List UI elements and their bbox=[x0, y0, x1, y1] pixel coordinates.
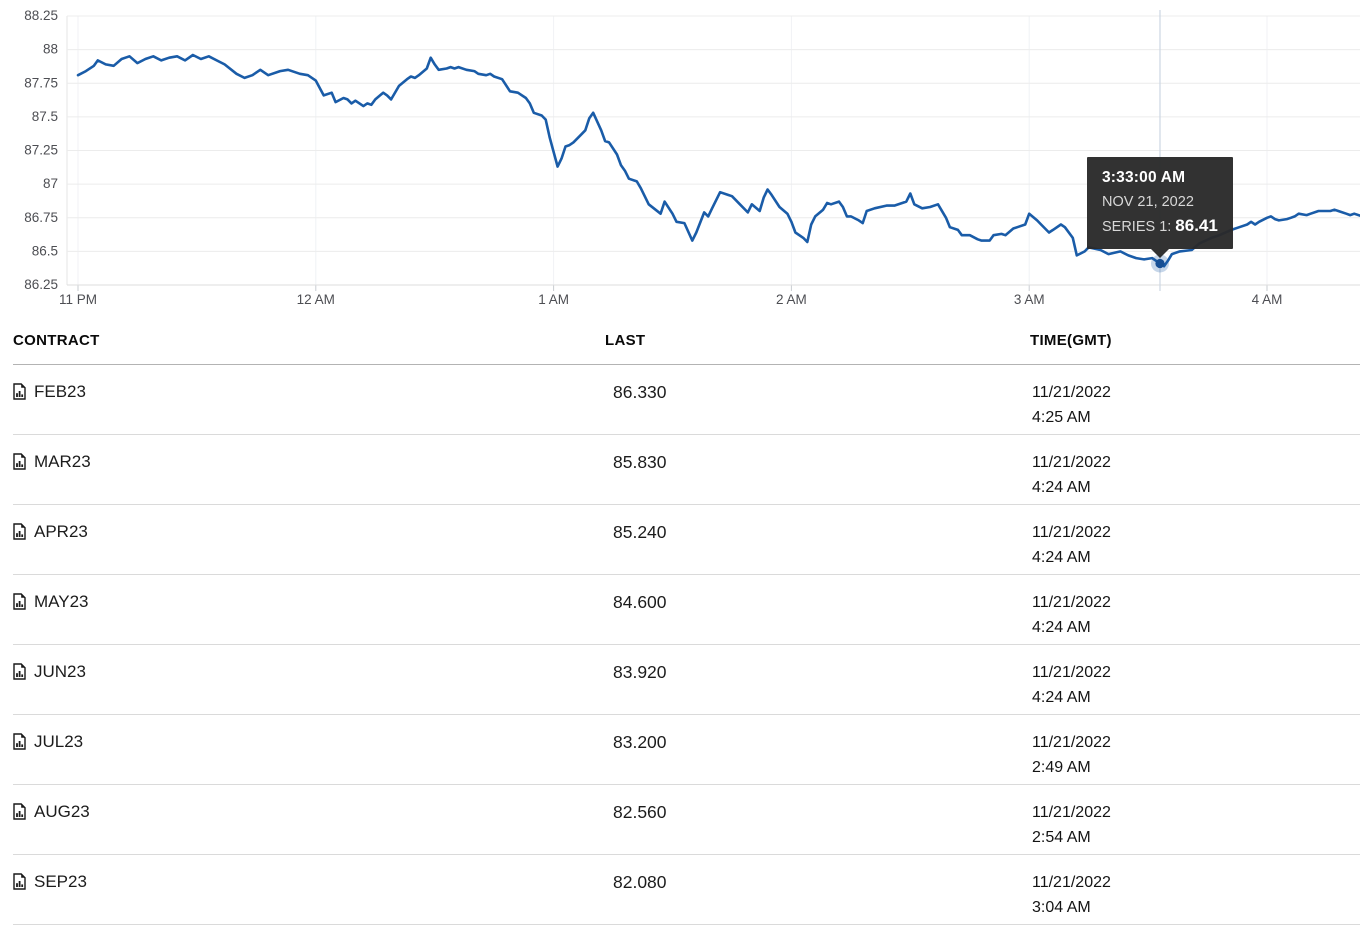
last-price: 85.240 bbox=[613, 522, 667, 542]
quote-time: 11/21/2022 4:24 AM bbox=[1030, 520, 1360, 574]
y-axis-label: 86.25 bbox=[24, 277, 58, 292]
contract-link[interactable]: JUL23 bbox=[13, 730, 605, 784]
y-axis-label: 88 bbox=[43, 42, 58, 57]
tooltip-series-value: 86.41 bbox=[1175, 216, 1218, 236]
contract-name: JUN23 bbox=[34, 662, 86, 681]
contract-link[interactable]: FEB23 bbox=[13, 380, 605, 434]
last-price: 85.830 bbox=[613, 452, 667, 472]
contract-name: FEB23 bbox=[34, 382, 86, 401]
y-axis-label: 88.25 bbox=[24, 8, 58, 23]
last-price: 84.600 bbox=[613, 592, 667, 612]
quote-time: 11/21/2022 2:49 AM bbox=[1030, 730, 1360, 784]
quote-clock: 4:24 AM bbox=[1032, 619, 1091, 636]
x-axis-label: 1 AM bbox=[538, 292, 569, 307]
col-header-last: LAST bbox=[605, 332, 646, 349]
y-axis-label: 87.25 bbox=[24, 143, 58, 158]
quote-date: 11/21/2022 bbox=[1032, 804, 1111, 821]
last-price: 86.330 bbox=[613, 382, 667, 402]
quote-time: 11/21/2022 4:25 AM bbox=[1030, 380, 1360, 434]
contract-name: MAR23 bbox=[34, 452, 91, 471]
contract-name: SEP23 bbox=[34, 872, 87, 891]
table-row: AUG23 82.560 11/21/2022 2:54 AM bbox=[13, 785, 1360, 855]
x-axis-label: 2 AM bbox=[776, 292, 807, 307]
x-grid: 11 PM 12 AM 1 AM 2 AM 3 AM 4 AM bbox=[59, 16, 1282, 307]
tooltip-date: NOV 21, 2022 bbox=[1101, 194, 1194, 211]
y-grid: 88.25 88 87.75 87.5 87.25 87 86.75 86.5 86.25 bbox=[24, 8, 1360, 292]
y-axis-label: 87.5 bbox=[32, 109, 58, 124]
quote-time: 11/21/2022 3:04 AM bbox=[1030, 870, 1360, 924]
contract-link[interactable]: AUG23 bbox=[13, 800, 605, 854]
table-row: APR23 85.240 11/21/2022 4:24 AM bbox=[13, 505, 1360, 575]
tooltip-time: 3:33:00 AM bbox=[1101, 169, 1186, 187]
x-axis-label: 12 AM bbox=[297, 292, 335, 307]
last-price: 82.080 bbox=[613, 872, 667, 892]
price-chart-svg[interactable]: 11 PM 12 AM 1 AM 2 AM 3 AM 4 AM 88.25 88 87.75 87… bbox=[0, 0, 1360, 312]
chart-document-icon bbox=[13, 803, 26, 820]
contract-name: MAY23 bbox=[34, 592, 89, 611]
quote-clock: 4:24 AM bbox=[1032, 479, 1091, 496]
y-axis-label: 86.5 bbox=[32, 243, 58, 258]
quote-date: 11/21/2022 bbox=[1032, 524, 1111, 541]
quote-clock: 4:24 AM bbox=[1032, 549, 1091, 566]
y-axis-label: 87 bbox=[43, 176, 58, 191]
quote-date: 11/21/2022 bbox=[1032, 384, 1111, 401]
table-header-row: CONTRACT LAST TIME(GMT) bbox=[13, 312, 1360, 365]
price-chart[interactable]: 11 PM 12 AM 1 AM 2 AM 3 AM 4 AM 88.25 88 87.75 87… bbox=[0, 0, 1360, 312]
marker-dot bbox=[1155, 258, 1165, 269]
chart-document-icon bbox=[13, 663, 26, 680]
table-row: JUL23 83.200 11/21/2022 2:49 AM bbox=[13, 715, 1360, 785]
contract-link[interactable]: JUN23 bbox=[13, 660, 605, 714]
chart-document-icon bbox=[13, 453, 26, 470]
quote-time: 11/21/2022 4:24 AM bbox=[1030, 660, 1360, 714]
table-row: JUN23 83.920 11/21/2022 4:24 AM bbox=[13, 645, 1360, 715]
quote-time: 11/21/2022 2:54 AM bbox=[1030, 800, 1360, 854]
chart-document-icon bbox=[13, 873, 26, 890]
quote-clock: 3:04 AM bbox=[1032, 899, 1091, 916]
contract-link[interactable]: SEP23 bbox=[13, 870, 605, 924]
tooltip-series-label: SERIES 1: bbox=[1101, 219, 1172, 236]
table-row: MAY23 84.600 11/21/2022 4:24 AM bbox=[13, 575, 1360, 645]
tooltip-series: SERIES 1: 86.41 bbox=[1102, 216, 1218, 236]
chart-tooltip: 3:33:00 AM NOV 21, 2022 SERIES 1: 86.41 bbox=[1086, 157, 1233, 259]
contracts-table: CONTRACT LAST TIME(GMT) FEB23 86.330 11/… bbox=[0, 312, 1360, 925]
contract-name: APR23 bbox=[34, 522, 88, 541]
contract-link[interactable]: MAR23 bbox=[13, 450, 605, 504]
price-line bbox=[76, 53, 1360, 268]
quote-time: 11/21/2022 4:24 AM bbox=[1030, 590, 1360, 644]
table-row: MAR23 85.830 11/21/2022 4:24 AM bbox=[13, 435, 1360, 505]
y-axis-label: 87.75 bbox=[24, 75, 58, 90]
quote-clock: 4:24 AM bbox=[1032, 689, 1091, 706]
col-header-time: TIME(GMT) bbox=[1030, 332, 1112, 349]
x-axis-label: 4 AM bbox=[1252, 292, 1283, 307]
chart-document-icon bbox=[13, 593, 26, 610]
chart-document-icon bbox=[13, 523, 26, 540]
contract-name: JUL23 bbox=[34, 732, 84, 751]
quote-clock: 2:54 AM bbox=[1032, 829, 1091, 846]
contract-link[interactable]: MAY23 bbox=[13, 590, 605, 644]
col-header-contract: CONTRACT bbox=[13, 332, 100, 349]
quote-date: 11/21/2022 bbox=[1032, 594, 1111, 611]
quote-clock: 4:25 AM bbox=[1032, 409, 1091, 426]
last-price: 83.920 bbox=[613, 662, 667, 682]
quote-time: 11/21/2022 4:24 AM bbox=[1030, 450, 1360, 504]
y-axis-label: 86.75 bbox=[24, 210, 58, 225]
table-row: SEP23 82.080 11/21/2022 3:04 AM bbox=[13, 855, 1360, 925]
chart-document-icon bbox=[13, 383, 26, 400]
x-axis-label: 3 AM bbox=[1014, 292, 1045, 307]
quote-date: 11/21/2022 bbox=[1032, 734, 1111, 751]
last-price: 83.200 bbox=[613, 732, 667, 752]
contract-link[interactable]: APR23 bbox=[13, 520, 605, 574]
contract-name: AUG23 bbox=[34, 802, 90, 821]
chart-document-icon bbox=[13, 733, 26, 750]
last-price: 82.560 bbox=[613, 802, 667, 822]
x-axis-label: 11 PM bbox=[59, 292, 97, 307]
quote-clock: 2:49 AM bbox=[1032, 759, 1091, 776]
quote-date: 11/21/2022 bbox=[1032, 874, 1111, 891]
quote-date: 11/21/2022 bbox=[1032, 454, 1111, 471]
table-row: FEB23 86.330 11/21/2022 4:25 AM bbox=[13, 365, 1360, 435]
quote-date: 11/21/2022 bbox=[1032, 664, 1111, 681]
